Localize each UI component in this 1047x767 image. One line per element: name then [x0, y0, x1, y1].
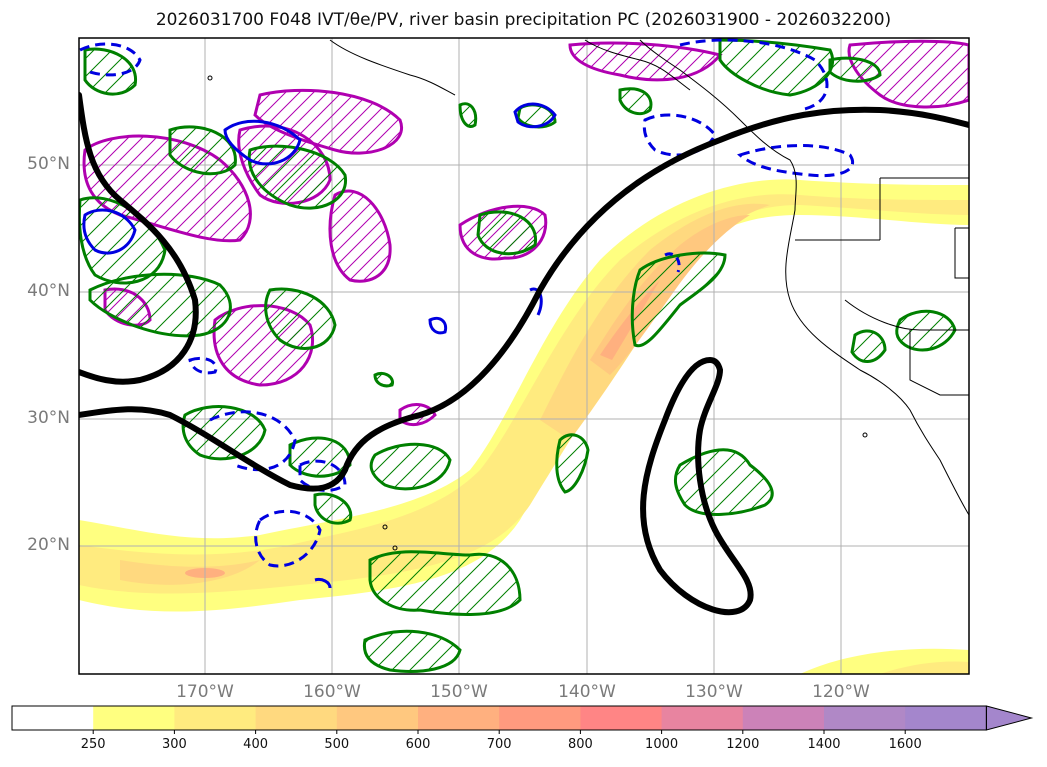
colorbar-segment [580, 706, 663, 730]
lon-label-150w: 150°W [430, 682, 488, 702]
lat-label-50n: 50°N [27, 154, 70, 174]
colorbar-extend-arrow [985, 705, 1034, 731]
colorbar-segment [661, 706, 744, 730]
colorbar-segment [255, 706, 338, 730]
colorbar-tick-label: 1400 [807, 737, 841, 752]
lon-label-170w: 170°W [176, 682, 234, 702]
colorbar-segment [742, 706, 825, 730]
colorbar-segment [499, 706, 581, 730]
colorbar-tick-label: 400 [243, 737, 268, 752]
colorbar-segment [174, 706, 257, 730]
lon-label-160w: 160°W [303, 682, 361, 702]
colorbar-segment [418, 706, 500, 730]
lon-label-130w: 130°W [685, 682, 743, 702]
map-title: 2026031700 F048 IVT/θe/PV, river basin p… [155, 10, 892, 30]
colorbar-segment [336, 706, 419, 730]
colorbar-tick-label: 800 [567, 737, 593, 752]
lat-label-40n: 40°N [27, 281, 70, 301]
colorbar-segment [93, 706, 175, 730]
colorbar-tick-label: 600 [405, 737, 431, 752]
colorbar-tick-label: 700 [486, 737, 512, 752]
colorbar-tick-label: 250 [80, 737, 106, 752]
lon-label-120w: 120°W [812, 682, 870, 702]
colorbar-tick-label: 1000 [645, 737, 679, 752]
lat-label-30n: 30°N [27, 408, 70, 428]
colorbar-segment [824, 706, 906, 730]
colorbar-tick-label: 1600 [888, 737, 922, 752]
colorbar-segment [905, 706, 987, 730]
map-border [78, 37, 970, 675]
colorbar-tick-label: 500 [324, 737, 350, 752]
colorbar-tick-label: 1200 [726, 737, 760, 752]
lat-label-20n: 20°N [27, 535, 70, 555]
theta-e-contours [79, 92, 969, 616]
coastlines [207, 39, 969, 551]
colorbar-segment [12, 706, 94, 730]
lon-label-140w: 140°W [558, 682, 616, 702]
precip-pc-positive-contours [79, 38, 957, 673]
ivt-colorbar [11, 705, 1034, 734]
colorbar-tick-label: 300 [161, 737, 187, 752]
